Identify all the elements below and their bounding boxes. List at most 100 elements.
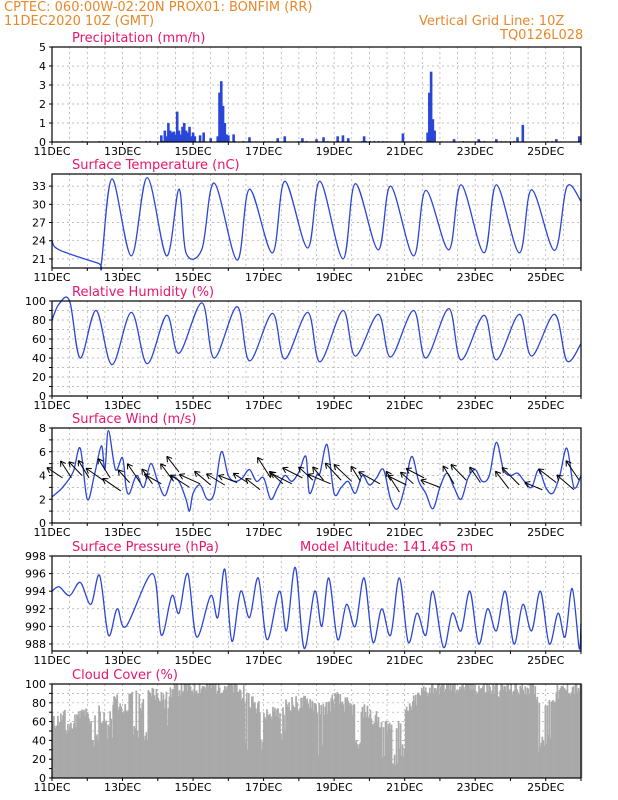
cloud-bar bbox=[258, 701, 260, 778]
y-tick-label: 3 bbox=[39, 79, 46, 92]
cloud-bar bbox=[152, 688, 155, 778]
cloud-bar bbox=[330, 698, 333, 778]
cloud-bar bbox=[312, 710, 315, 778]
cloud-bar bbox=[484, 692, 486, 778]
y-tick-label: 992 bbox=[25, 603, 46, 616]
cloud-bar bbox=[337, 694, 340, 778]
wind-arrow bbox=[524, 481, 543, 491]
cloud-bar bbox=[368, 716, 371, 778]
cloud-bar bbox=[97, 741, 99, 778]
y-tick-label: 20 bbox=[32, 371, 46, 384]
cloud-bar bbox=[220, 692, 223, 778]
cloud-bar bbox=[262, 741, 264, 778]
cloud-bar bbox=[426, 695, 429, 778]
cloud-bar bbox=[141, 702, 144, 778]
cloud-bar bbox=[178, 690, 181, 778]
cloud-bar bbox=[475, 691, 477, 778]
cloud-bar bbox=[143, 740, 146, 778]
wind-arrow bbox=[270, 472, 293, 485]
x-tick-label: 25DEC bbox=[527, 526, 564, 539]
wind-arrow-head bbox=[126, 463, 133, 470]
cloud-bar bbox=[487, 691, 489, 778]
wind-arrow bbox=[442, 465, 455, 485]
y-tick-label: 40 bbox=[32, 352, 46, 365]
precip-bar bbox=[452, 139, 456, 142]
cloud-bar bbox=[157, 698, 160, 778]
wind-arrow bbox=[179, 474, 201, 485]
precip-bar bbox=[202, 132, 205, 142]
cloud-bar bbox=[344, 697, 347, 778]
cloud-bar bbox=[443, 691, 446, 778]
cloud-bar bbox=[385, 721, 388, 778]
x-tick-label: 25DEC bbox=[527, 399, 564, 412]
x-tick-label: 21DEC bbox=[386, 781, 423, 794]
cloud-bar bbox=[351, 715, 354, 778]
cloud-bar bbox=[279, 713, 281, 778]
cloud-bar bbox=[447, 684, 449, 778]
cloud-bar bbox=[382, 727, 385, 778]
cloud-bar bbox=[346, 697, 349, 778]
cloud-bar bbox=[118, 706, 121, 778]
wind-arrow-head bbox=[524, 481, 531, 488]
cloud-bar bbox=[329, 711, 332, 778]
cloud-bar bbox=[403, 748, 406, 778]
y-tick-label: 27 bbox=[32, 217, 46, 230]
cloud-bar bbox=[377, 717, 380, 778]
panel-title: Surface Wind (m/s) bbox=[72, 412, 196, 427]
cloud-bar bbox=[251, 696, 253, 778]
cloud-bar bbox=[116, 694, 119, 778]
cloud-bar bbox=[349, 702, 352, 778]
wind-arrow-head bbox=[232, 472, 240, 479]
cloud-bar bbox=[236, 692, 239, 778]
x-tick-label: 19DEC bbox=[316, 781, 353, 794]
cloud-bar bbox=[546, 705, 549, 778]
x-tick-label: 21DEC bbox=[386, 654, 423, 667]
precip-bar bbox=[177, 130, 181, 142]
x-tick-label: 23DEC bbox=[457, 145, 494, 158]
cloud-bar bbox=[202, 685, 205, 778]
cloud-bar bbox=[379, 727, 382, 778]
wind-arrow bbox=[102, 478, 122, 492]
cloud-bar bbox=[123, 710, 126, 778]
cloud-bar bbox=[386, 731, 389, 778]
precip-bar bbox=[429, 71, 433, 142]
cloud-bar bbox=[532, 684, 535, 778]
wind-arrow bbox=[469, 466, 481, 483]
wind-arrow-head bbox=[77, 460, 84, 467]
x-tick-label: 15DEC bbox=[175, 781, 212, 794]
cloud-bar bbox=[268, 715, 270, 778]
cloud-bar bbox=[463, 686, 465, 778]
wind-arrow-head bbox=[282, 466, 289, 474]
x-tick-label: 15DEC bbox=[175, 654, 212, 667]
cloud-bar bbox=[373, 722, 376, 778]
cloud-bar bbox=[179, 695, 182, 778]
cloud-bar bbox=[259, 712, 261, 778]
wind-arrow bbox=[358, 471, 381, 485]
cloud-bar bbox=[435, 690, 438, 778]
cloud-bar bbox=[488, 684, 490, 778]
wind-arrow bbox=[387, 475, 407, 486]
cloud-bar bbox=[286, 704, 288, 778]
cloud-bar bbox=[130, 693, 133, 778]
precip-bar bbox=[401, 133, 405, 142]
precip-bar bbox=[431, 119, 435, 142]
cloud-bar bbox=[531, 684, 534, 778]
cloud-bar bbox=[539, 746, 542, 778]
cloud-bar bbox=[577, 688, 580, 778]
cloud-bar bbox=[498, 697, 500, 778]
cloud-bar bbox=[84, 716, 86, 778]
precip-bar bbox=[172, 131, 175, 142]
cloud-bar bbox=[237, 691, 240, 778]
cloud-bar bbox=[519, 685, 522, 778]
cloud-bar bbox=[390, 724, 393, 778]
cloud-bar bbox=[342, 704, 345, 778]
wind-arrow bbox=[385, 470, 400, 493]
cloud-bar bbox=[255, 708, 257, 778]
cloud-bar bbox=[117, 710, 120, 778]
precip-bar bbox=[191, 132, 195, 142]
cloud-bar bbox=[247, 693, 250, 778]
cloud-bar bbox=[127, 710, 130, 778]
cloud-bar bbox=[246, 750, 249, 778]
cloud-bar bbox=[391, 763, 394, 778]
cloud-bar bbox=[187, 684, 190, 778]
